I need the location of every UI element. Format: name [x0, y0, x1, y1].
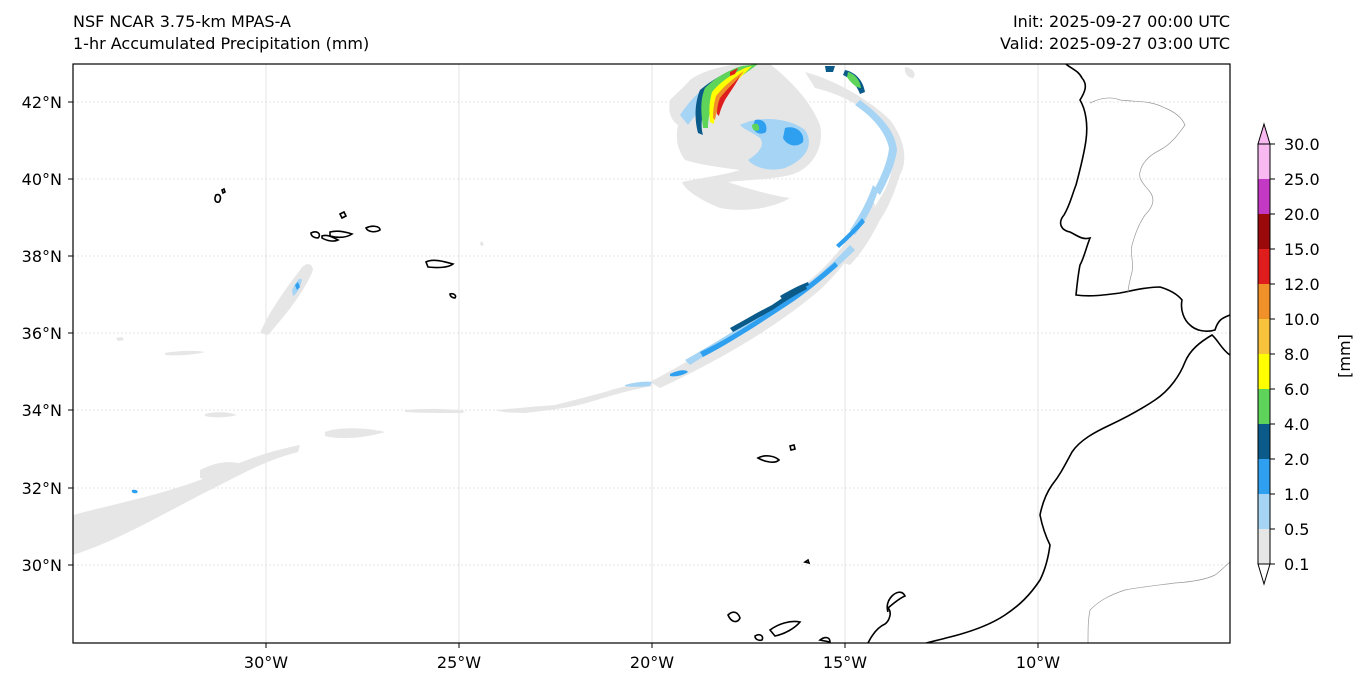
borders — [1087, 97, 1230, 643]
colorbar-level-label: 10.0 — [1284, 310, 1320, 329]
lat-label: 34°N — [22, 401, 62, 420]
gridlines — [73, 64, 1230, 643]
colorbar-segment — [1258, 144, 1270, 179]
precip-heavy — [709, 66, 752, 124]
lon-label: 20°W — [630, 653, 674, 672]
colorbar-segment — [1258, 179, 1270, 214]
colorbar-segment — [1258, 214, 1270, 249]
colorbar-level-label: 0.1 — [1284, 555, 1309, 574]
colorbar-segment — [1258, 354, 1270, 389]
lat-labels: 42°N 40°N 38°N 36°N 34°N 32°N 30°N — [22, 93, 62, 575]
colorbar-level-label: 12.0 — [1284, 275, 1320, 294]
map-frame — [72, 63, 1231, 644]
chart-title-left: NSF NCAR 3.75-km MPAS-A 1-hr Accumulated… — [73, 11, 369, 55]
colorbar-unit-label: [mm] — [1335, 334, 1354, 378]
precip-blue — [131, 119, 865, 494]
lat-label: 42°N — [22, 93, 62, 112]
precip-green — [701, 64, 861, 131]
lat-label: 36°N — [22, 324, 62, 343]
colorbar: 0.1 0.5 1.0 2.0 4.0 6.0 8.0 10.0 12.0 15.0 20.0 25.… — [1257, 122, 1320, 586]
colorbar-level-label: 30.0 — [1284, 135, 1320, 154]
map-layers — [73, 64, 1230, 643]
colorbar-level-label: 4.0 — [1284, 415, 1309, 434]
colorbar-level-label: 20.0 — [1284, 205, 1320, 224]
colorbar-level-label: 25.0 — [1284, 170, 1320, 189]
lat-label: 40°N — [22, 170, 62, 189]
colorbar-level-label: 0.5 — [1284, 520, 1309, 539]
colorbar-level-label: 2.0 — [1284, 450, 1309, 469]
lon-label: 15°W — [823, 653, 867, 672]
colorbar-segment — [1258, 284, 1270, 319]
valid-time: Valid: 2025-09-27 03:00 UTC — [999, 34, 1230, 53]
coastlines — [214, 64, 1230, 643]
colorbar-segment — [1258, 249, 1270, 284]
colorbar-segment — [1258, 459, 1270, 494]
lon-label: 30°W — [244, 653, 288, 672]
colorbar-segment — [1258, 529, 1270, 564]
colorbar-level-label: 6.0 — [1284, 380, 1309, 399]
lat-label: 32°N — [22, 479, 62, 498]
lon-label: 10°W — [1016, 653, 1060, 672]
colorbar-level-label: 1.0 — [1284, 485, 1309, 504]
colorbar-max-extend — [1257, 122, 1271, 145]
colorbar-segment — [1258, 319, 1270, 354]
field-name: 1-hr Accumulated Precipitation (mm) — [73, 34, 370, 53]
lat-label: 30°N — [22, 556, 62, 575]
colorbar-min-extend — [1257, 563, 1271, 586]
lon-label: 25°W — [437, 653, 481, 672]
colorbar-segment — [1258, 389, 1270, 424]
axis-ticks — [68, 101, 1039, 648]
model-name: NSF NCAR 3.75-km MPAS-A — [73, 12, 291, 31]
colorbar-segment — [1258, 494, 1270, 529]
colorbar-level-label: 15.0 — [1284, 240, 1320, 259]
lon-labels: 30°W 25°W 20°W 15°W 10°W — [244, 653, 1060, 672]
chart-title-right: Init: 2025-09-27 00:00 UTC Valid: 2025-0… — [1000, 11, 1230, 55]
init-time: Init: 2025-09-27 00:00 UTC — [1012, 12, 1230, 31]
lat-label: 38°N — [22, 247, 62, 266]
colorbar-level-label: 8.0 — [1284, 345, 1309, 364]
colorbar-segment — [1258, 424, 1270, 459]
